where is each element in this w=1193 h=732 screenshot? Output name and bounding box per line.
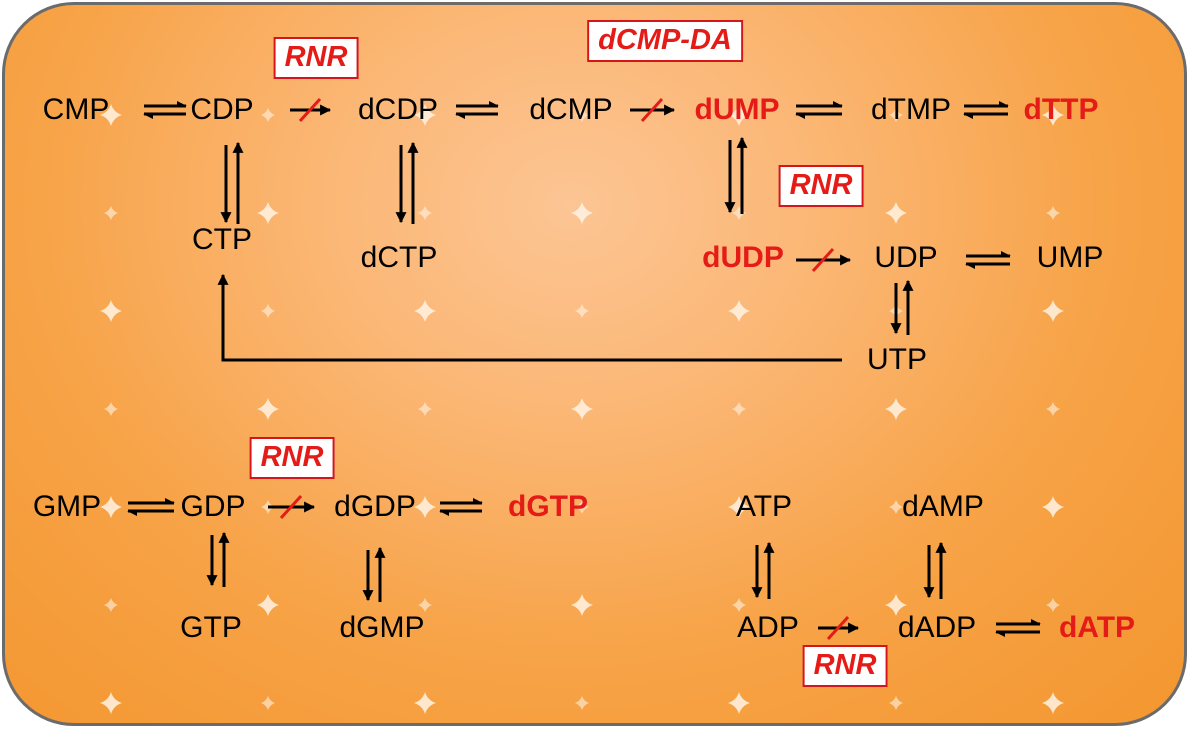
node-cdp: CDP <box>190 93 254 126</box>
sparkle-mark <box>732 598 746 612</box>
sparkle-mark <box>1042 496 1064 518</box>
sparkle-mark <box>885 594 907 616</box>
sparkle-mark <box>418 402 432 416</box>
sparkle-mark <box>104 598 118 612</box>
block-slash-mark <box>298 97 322 123</box>
sparkle-mark <box>104 402 118 416</box>
sparkle-mark <box>1042 300 1064 322</box>
sparkle-mark <box>885 398 907 420</box>
block-slash-mark <box>811 247 835 273</box>
sparkle-mark <box>418 598 432 612</box>
sparkle-mark <box>1046 402 1060 416</box>
sparkle-mark <box>257 594 279 616</box>
sparkle-mark <box>1042 692 1064 714</box>
sparkle-mark <box>414 300 436 322</box>
sparkle-mark <box>575 108 589 122</box>
node-dctp: dCTP <box>360 241 438 274</box>
node-dttp: dTTP <box>1023 93 1099 126</box>
node-adp: ADP <box>737 611 799 644</box>
sparkle-mark <box>418 206 432 220</box>
node-dadp: dADP <box>897 611 977 644</box>
block-slash-mark <box>826 615 850 641</box>
sparkle-mark <box>732 402 746 416</box>
sparkle-mark <box>732 206 746 220</box>
enzyme-label-rnr-adp: RNR <box>802 645 888 687</box>
node-dgmp: dGMP <box>339 611 425 644</box>
node-dcmp: dCMP <box>529 93 613 126</box>
sparkle-mark <box>575 500 589 514</box>
sparkle-mark <box>261 108 275 122</box>
node-atp: ATP <box>735 490 793 523</box>
node-dcdp: dCDP <box>357 93 439 126</box>
node-dtmp: dTMP <box>870 93 952 126</box>
sparkle-mark <box>100 300 122 322</box>
node-dgtp: dGTP <box>508 490 588 523</box>
sparkle-mark <box>575 304 589 318</box>
node-datp: dATP <box>1058 611 1136 644</box>
sparkle-mark <box>414 104 436 126</box>
sparkle-mark <box>889 108 903 122</box>
node-dgdp: dGDP <box>334 490 416 523</box>
sparkle-mark <box>257 398 279 420</box>
sparkle-mark <box>1046 598 1060 612</box>
node-udp: UDP <box>874 241 938 274</box>
sparkle-mark <box>571 398 593 420</box>
sparkle-mark <box>728 496 750 518</box>
sparkle-mark <box>257 202 279 224</box>
sparkle-mark <box>728 104 750 126</box>
sparkle-mark <box>1042 104 1064 126</box>
node-dump: dUMP <box>694 93 780 126</box>
node-ctp: CTP <box>192 223 252 256</box>
node-gdp: GDP <box>180 490 246 523</box>
sparkle-mark <box>100 104 122 126</box>
enzyme-label-rnr-gdp: RNR <box>249 437 335 479</box>
sparkle-mark <box>571 202 593 224</box>
sparkle-mark <box>414 692 436 714</box>
node-cmp: CMP <box>42 93 110 126</box>
block-slash-mark <box>279 494 303 520</box>
sparkle-mark <box>100 496 122 518</box>
sparkle-mark <box>728 692 750 714</box>
node-utp: UTP <box>867 343 927 376</box>
sparkle-mark <box>885 202 907 224</box>
sparkle-mark <box>575 696 589 710</box>
sparkle-mark <box>728 300 750 322</box>
sparkle-mark <box>261 304 275 318</box>
sparkle-mark <box>414 496 436 518</box>
enzyme-label-rnr-udp: RNR <box>778 165 864 207</box>
node-gtp: GTP <box>180 611 242 644</box>
sparkle-mark <box>261 696 275 710</box>
sparkle-mark <box>104 206 118 220</box>
enzyme-label-rnr-cdp: RNR <box>273 37 359 79</box>
sparkle-pattern <box>100 104 1064 714</box>
sparkle-mark <box>100 692 122 714</box>
utp-to-ctp-arrow <box>217 273 842 362</box>
node-damp: dAMP <box>902 490 984 523</box>
sparkle-mark <box>889 696 903 710</box>
block-slash-mark <box>640 97 664 123</box>
sparkle-mark <box>571 594 593 616</box>
node-gmp: GMP <box>32 490 102 523</box>
sparkle-mark <box>889 500 903 514</box>
node-dudp: dUDP <box>702 241 784 274</box>
node-ump: UMP <box>1036 241 1104 274</box>
enzyme-label-dcmp-da: dCMP-DA <box>587 20 743 62</box>
sparkle-mark <box>1046 206 1060 220</box>
